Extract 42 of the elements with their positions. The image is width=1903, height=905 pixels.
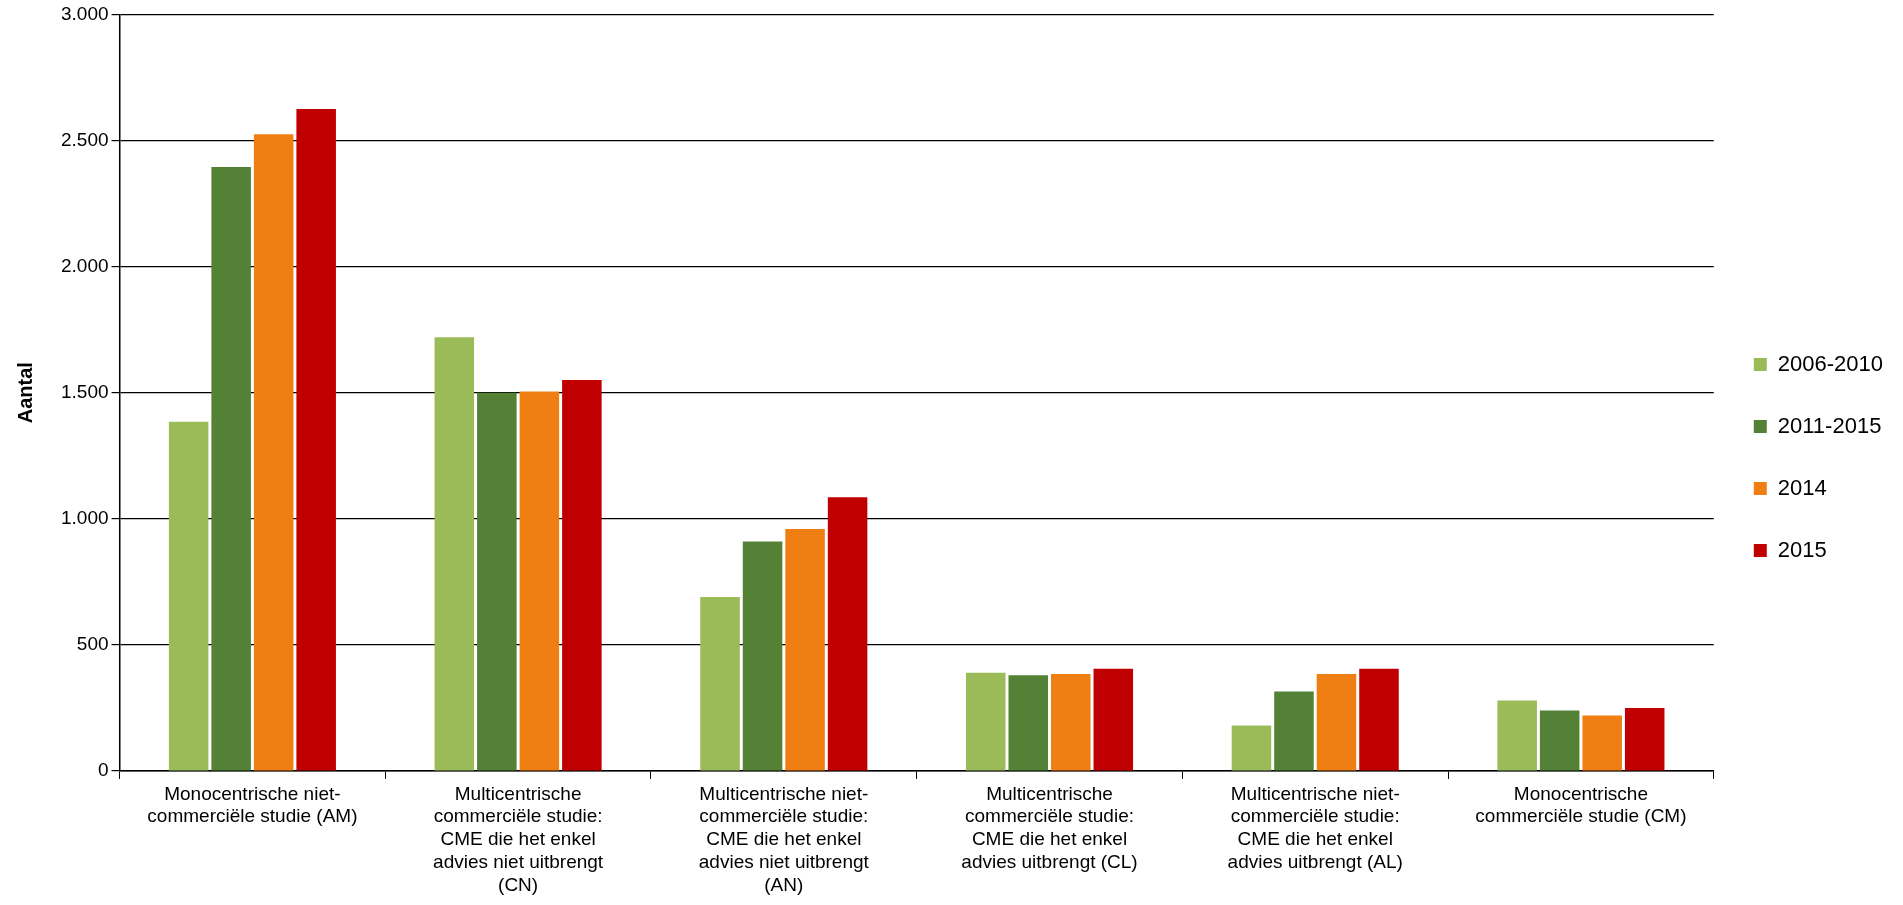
y-tick-label: 0 bbox=[97, 759, 109, 781]
bar bbox=[1274, 691, 1314, 771]
bar bbox=[1316, 673, 1357, 771]
bar bbox=[785, 528, 825, 771]
bar bbox=[168, 421, 209, 771]
y-tick-label: 2.500 bbox=[61, 128, 109, 150]
x-tick-label: Multicentrische commerciële studie: CME die het enkel advies niet uitbrengt (CN) bbox=[433, 782, 604, 895]
x-tick-label: Multicentrische commerciële studie: CME die het enkel advies uitbrengt (CL) bbox=[961, 782, 1138, 873]
legend-label: 2014 bbox=[1777, 474, 1827, 500]
x-tick-label: Monocentrische commerciële studie (CM) bbox=[1475, 782, 1687, 827]
bar bbox=[562, 380, 602, 771]
bar bbox=[742, 541, 783, 771]
y-tick-label: 3.000 bbox=[61, 2, 109, 24]
bar bbox=[296, 108, 336, 771]
legend-label: 2015 bbox=[1777, 536, 1827, 562]
bar bbox=[1231, 725, 1272, 771]
bar bbox=[1093, 668, 1134, 771]
bar bbox=[700, 596, 740, 771]
bar bbox=[1497, 700, 1537, 771]
bar bbox=[965, 672, 1006, 771]
legend-label: 2011-2015 bbox=[1777, 412, 1882, 438]
y-tick-label: 500 bbox=[76, 633, 109, 655]
x-tick-label: Multicentrische niet-commerciële studie: CME die het enkel advies niet uitbrengt (AN) bbox=[698, 782, 870, 895]
x-tick-label: Multicentrische niet-commerciële studie: CME die het enkel advies uitbrengt (AL) bbox=[1227, 782, 1403, 873]
bar bbox=[1051, 673, 1091, 771]
bar bbox=[1582, 715, 1622, 771]
y-tick-label: 2.000 bbox=[61, 254, 109, 276]
x-tick-label: Monocentrische niet-commerciële studie (AM) bbox=[147, 782, 358, 827]
bar bbox=[477, 392, 517, 771]
bar bbox=[1624, 707, 1665, 771]
bar bbox=[211, 166, 251, 771]
bar bbox=[827, 497, 868, 771]
bar bbox=[1539, 710, 1580, 771]
legend-label: 2006-2010 bbox=[1777, 350, 1884, 376]
bar bbox=[1008, 675, 1049, 771]
bar bbox=[253, 134, 294, 771]
y-axis-title: Aantal bbox=[13, 362, 36, 424]
y-tick-label: 1.500 bbox=[61, 380, 109, 402]
bar bbox=[519, 391, 560, 771]
bar bbox=[434, 337, 475, 771]
y-tick-label: 1.000 bbox=[61, 507, 109, 529]
bar bbox=[1359, 668, 1399, 771]
